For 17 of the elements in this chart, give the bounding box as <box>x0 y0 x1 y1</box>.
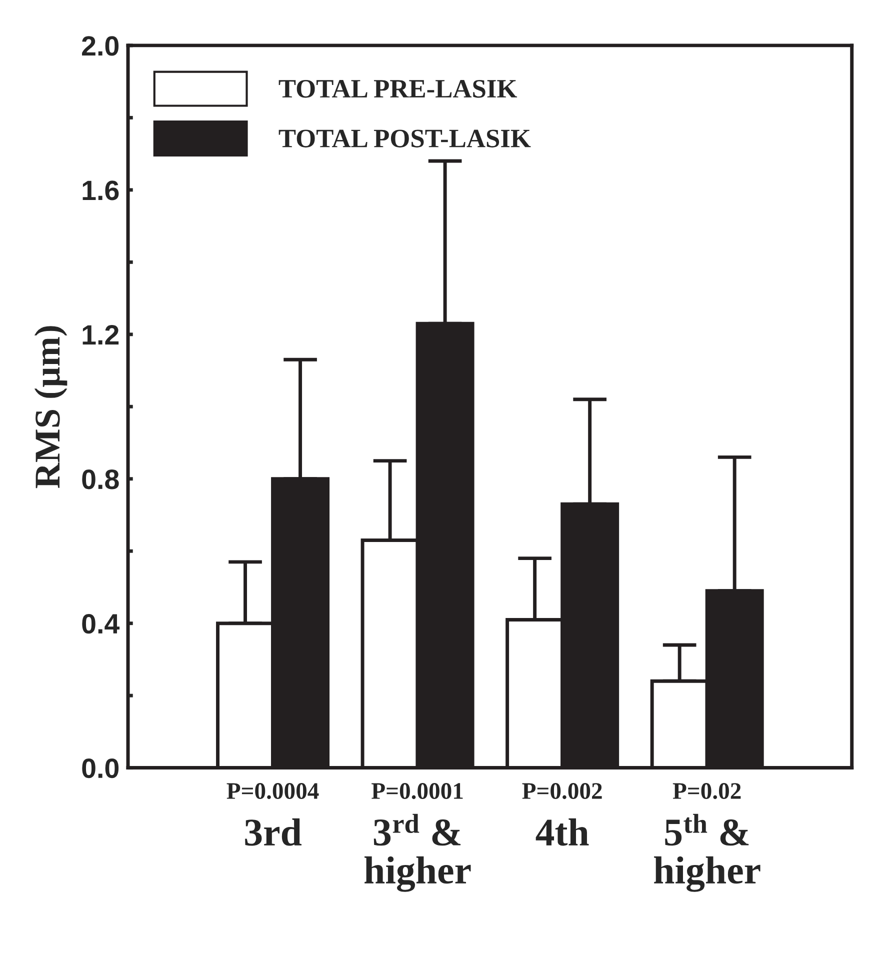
text: P=0.02 <box>672 783 741 800</box>
y-tick-label: 0.8 <box>82 470 119 490</box>
text: P=0.002 <box>522 783 602 800</box>
x-tick-label: 5$^{th}$ & higher <box>654 814 760 892</box>
y-axis-title: RMS (µm) <box>34 326 68 488</box>
y-tick-label: 0.4 <box>82 614 120 634</box>
y-tick-label: 0.0 <box>82 758 119 778</box>
text: P=0.0001 <box>372 783 463 800</box>
legend-label: TOTAL POST-LASIK <box>278 130 531 148</box>
y-tick-label: 2.0 <box>82 36 119 56</box>
legend-label: TOTAL PRE-LASIK <box>278 80 518 98</box>
x-tick-label: 3$^{rd}$ & higher <box>364 814 471 892</box>
x-tick-label: 3rd <box>245 818 302 846</box>
y-tick-label: 1.6 <box>82 180 119 200</box>
x-tick-label: 4th <box>536 818 589 846</box>
text: P=0.0004 <box>226 783 319 800</box>
y-tick-label: 1.2 <box>82 325 119 344</box>
